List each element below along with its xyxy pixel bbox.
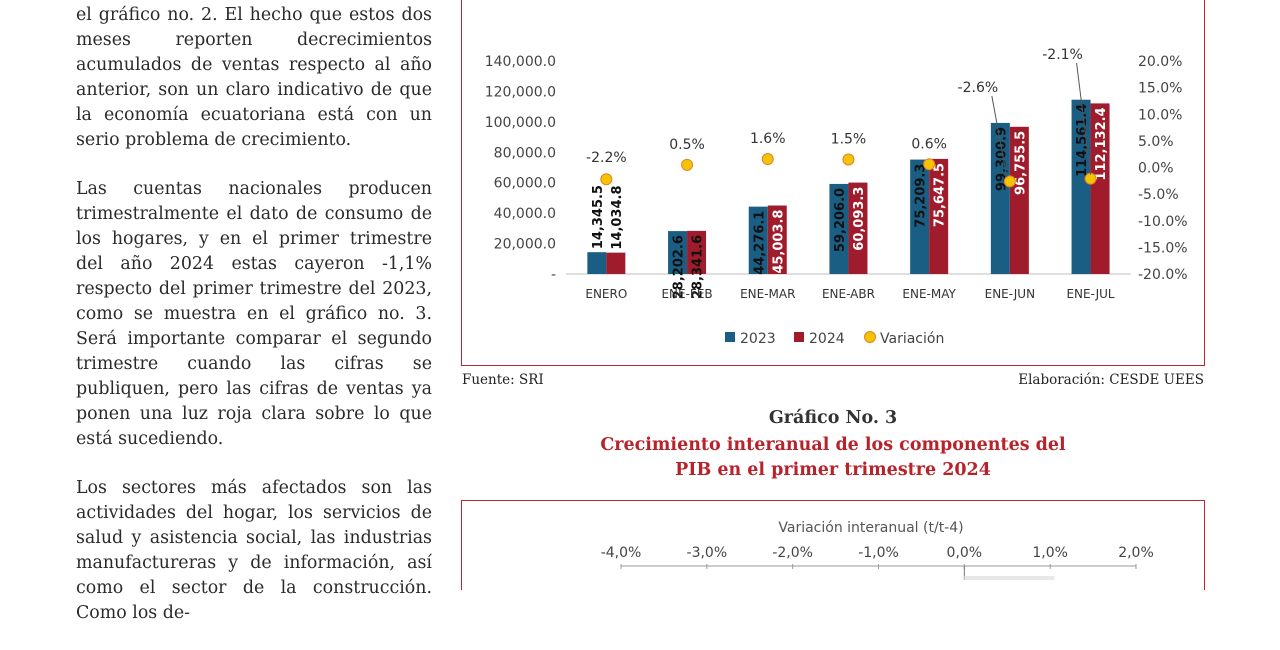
- bar-2023: [587, 252, 607, 274]
- x-tick-label: -2,0%: [772, 545, 813, 561]
- x-tick-label: ENERO: [585, 287, 627, 301]
- bar-2023: [910, 159, 930, 274]
- y-tick-label: 40,000.0: [494, 206, 556, 222]
- data-label-2023: 44,276.1: [752, 211, 767, 275]
- data-label-2024: 28,341.6: [691, 235, 706, 299]
- x-tick-label: ENE-JUL: [1066, 287, 1114, 301]
- x-tick-label: -4,0%: [601, 545, 642, 561]
- paragraph-2: Las cuentas nacionales producen trimestr…: [76, 179, 432, 449]
- x-tick-label: 1,0%: [1032, 545, 1068, 561]
- x-tick-label: -1,0%: [858, 545, 899, 561]
- variation-point: [761, 152, 774, 165]
- y2-tick-label: -10.0%: [1138, 214, 1188, 230]
- chart-2-frame: [461, 0, 1205, 366]
- article-text-column: el gráfico no. 2. El hecho que estos dos…: [76, 0, 432, 650]
- y-tick-label: -: [551, 267, 556, 283]
- variation-point: [1084, 172, 1097, 185]
- legend-label: 2023: [740, 331, 776, 347]
- data-label-2024: 96,755.5: [1013, 131, 1028, 195]
- y2-tick-label: 5.0%: [1138, 134, 1174, 150]
- y-tick-label: 100,000.0: [485, 115, 556, 131]
- variation-point: [600, 173, 613, 186]
- variation-point: [1003, 175, 1016, 188]
- legend-swatch: [864, 331, 876, 343]
- x-tick-label: 0,0%: [947, 545, 983, 561]
- variation-label: 1.6%: [750, 131, 786, 147]
- source-note: Fuente: SRI: [462, 372, 544, 388]
- gdp-components-chart: Variación interanual (t/t-4) -4,0% -3,0% -2…: [461, 500, 1205, 580]
- chart-3-number: Gráfico No. 3: [768, 408, 898, 428]
- y2-tick-label: -15.0%: [1138, 240, 1188, 256]
- y-tick-label: 120,000.0: [485, 84, 556, 100]
- data-label-2024: 14,034.8: [610, 185, 625, 249]
- bar-partial: [964, 576, 1055, 580]
- y-tick-label: 20,000.0: [494, 237, 556, 253]
- x-tick-label: -3,0%: [687, 545, 728, 561]
- legend-swatch: [725, 332, 735, 342]
- variation-leader: [991, 95, 1008, 178]
- y2-tick-label: 0.0%: [1138, 161, 1174, 177]
- legend-label: Variación: [880, 331, 944, 347]
- chart-3-title-line-2: PIB en el primer trimestre 2024: [675, 460, 991, 480]
- bar-2024: [929, 158, 949, 274]
- variation-label: -2.2%: [586, 150, 627, 166]
- data-label-2023: 14,345.5: [591, 185, 606, 249]
- y-tick-label: 80,000.0: [494, 145, 556, 161]
- data-label-2024: 45,003.8: [771, 210, 786, 274]
- bar-2023: [1071, 99, 1091, 275]
- y2-tick-label: 15.0%: [1138, 81, 1182, 97]
- bar-2023: [668, 231, 688, 274]
- variation-leader: [1076, 62, 1092, 175]
- variation-point: [681, 158, 694, 171]
- bar-2024: [767, 205, 787, 274]
- elaboration-note: Elaboración: CESDE UEES: [1018, 372, 1204, 388]
- data-label-2024: 75,647.5: [933, 163, 948, 227]
- data-label-2023: 28,202.6: [672, 235, 687, 299]
- x-tick-label: ENE-ABR: [822, 287, 875, 301]
- x-axis-title: Variación interanual (t/t-4): [778, 520, 963, 536]
- bar-2024: [848, 182, 868, 274]
- data-label-2023: 75,209.3: [914, 164, 929, 228]
- variation-label: 0.5%: [669, 137, 705, 153]
- data-label-2023: 99,300.9: [994, 127, 1009, 191]
- data-label-2023: 59,206.0: [833, 188, 848, 252]
- chart-3-title: Crecimiento interanual de los componente…: [461, 433, 1205, 483]
- x-tick-label: 2,0%: [1118, 545, 1154, 561]
- y2-tick-label: 20.0%: [1138, 54, 1182, 70]
- y2-tick-label: -20.0%: [1138, 267, 1188, 283]
- variation-label: -2.6%: [958, 80, 999, 96]
- y-tick-label: 140,000.0: [485, 54, 556, 70]
- variation-label: 0.6%: [911, 136, 947, 152]
- bar-2024: [1009, 126, 1029, 274]
- x-tick-label: ENE-FEB: [661, 287, 712, 301]
- variation-label: -2.1%: [1042, 47, 1083, 63]
- bar-2024: [687, 230, 707, 274]
- paragraph-1: el gráfico no. 2. El hecho que estos dos…: [76, 5, 432, 150]
- bar-2023: [748, 206, 768, 274]
- variation-point: [923, 158, 936, 171]
- x-tick-label: ENE-JUN: [985, 287, 1035, 301]
- chart-3-title-line-1: Crecimiento interanual de los componente…: [600, 435, 1066, 455]
- data-label-2024: 112,132.4: [1094, 107, 1109, 180]
- gdp-components-chart-svg: Variación interanual (t/t-4) -4,0% -3,0% -2…: [601, 520, 1154, 580]
- y2-tick-label: -5.0%: [1138, 187, 1179, 203]
- sales-chart: - 20,000.0 40,000.0 60,000.0 80,000.0 100,000…: [461, 0, 1205, 366]
- bar-2024: [1090, 103, 1110, 274]
- sales-chart-svg: - 20,000.0 40,000.0 60,000.0 80,000.0 100,000…: [485, 47, 1188, 347]
- bar-2024: [606, 252, 626, 274]
- bar-2023: [829, 183, 849, 274]
- data-label-2024: 60,093.3: [852, 187, 867, 251]
- y-tick-label: 60,000.0: [494, 176, 556, 192]
- data-label-2023: 114,561.4: [1075, 104, 1090, 177]
- legend-label: 2024: [809, 331, 845, 347]
- bar-2023: [990, 122, 1010, 274]
- y2-tick-label: 10.0%: [1138, 107, 1182, 123]
- x-tick-label: ENE-MAY: [902, 287, 956, 301]
- variation-point: [842, 153, 855, 166]
- legend-swatch: [794, 332, 804, 342]
- chart-3-frame: [461, 500, 1205, 590]
- paragraph-3: Los sectores más afectados son las activ…: [76, 478, 432, 623]
- x-tick-label: ENE-MAR: [740, 287, 795, 301]
- variation-label: 1.5%: [831, 132, 867, 148]
